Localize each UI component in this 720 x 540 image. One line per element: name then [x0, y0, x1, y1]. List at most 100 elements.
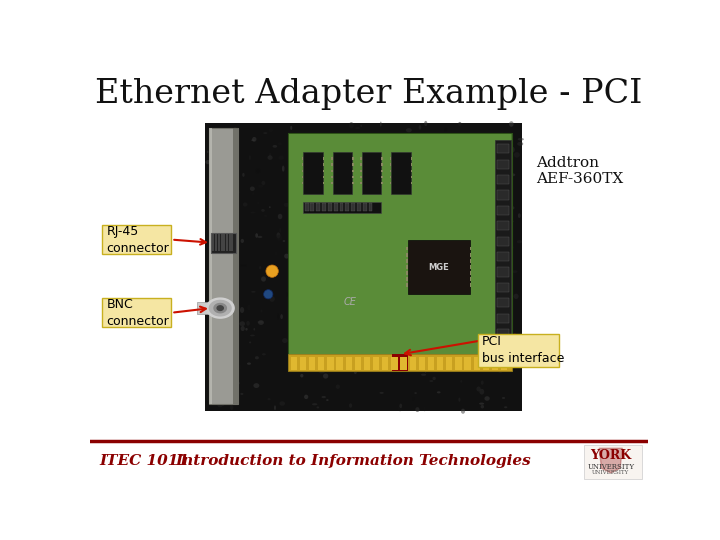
Ellipse shape [481, 350, 487, 355]
Ellipse shape [425, 219, 427, 222]
Ellipse shape [337, 221, 343, 224]
Ellipse shape [369, 344, 373, 346]
Ellipse shape [405, 235, 410, 239]
Ellipse shape [384, 340, 387, 346]
Bar [390, 182, 392, 184]
Ellipse shape [305, 344, 311, 348]
Bar [346, 356, 352, 370]
Bar [364, 356, 370, 370]
Ellipse shape [462, 329, 464, 331]
Bar [209, 128, 212, 403]
Ellipse shape [401, 158, 407, 163]
Ellipse shape [499, 319, 502, 324]
Ellipse shape [447, 166, 449, 171]
Bar [392, 152, 411, 194]
Bar [291, 356, 297, 370]
Ellipse shape [305, 332, 311, 335]
Ellipse shape [210, 199, 214, 201]
Bar [382, 164, 383, 166]
Bar [209, 128, 238, 403]
Ellipse shape [228, 330, 232, 335]
Ellipse shape [510, 344, 516, 348]
Ellipse shape [495, 221, 500, 225]
Ellipse shape [374, 364, 379, 367]
Ellipse shape [250, 186, 255, 191]
Bar [411, 164, 413, 166]
Ellipse shape [268, 398, 271, 400]
Bar [492, 356, 498, 370]
Ellipse shape [328, 307, 332, 314]
Ellipse shape [264, 289, 273, 299]
Ellipse shape [275, 251, 277, 255]
Ellipse shape [442, 220, 448, 226]
Bar [406, 271, 408, 275]
Ellipse shape [432, 202, 436, 205]
Ellipse shape [298, 187, 300, 193]
Ellipse shape [240, 326, 245, 331]
Bar [382, 157, 383, 159]
Ellipse shape [278, 142, 282, 145]
Ellipse shape [359, 258, 363, 261]
Ellipse shape [480, 249, 483, 253]
Ellipse shape [504, 164, 510, 168]
Polygon shape [599, 448, 622, 473]
Bar [303, 202, 381, 213]
Bar [501, 356, 508, 370]
Ellipse shape [428, 151, 431, 157]
Ellipse shape [261, 310, 262, 312]
Bar [469, 278, 472, 281]
Ellipse shape [361, 319, 364, 324]
Bar [469, 284, 472, 287]
Ellipse shape [251, 291, 256, 293]
Ellipse shape [227, 366, 231, 370]
Ellipse shape [491, 188, 495, 195]
Ellipse shape [367, 248, 371, 252]
Ellipse shape [258, 185, 264, 188]
Ellipse shape [478, 301, 480, 304]
Ellipse shape [361, 273, 362, 274]
Bar [361, 182, 362, 184]
Ellipse shape [252, 137, 256, 141]
Ellipse shape [274, 406, 276, 410]
Ellipse shape [369, 292, 371, 295]
Ellipse shape [247, 362, 251, 365]
Ellipse shape [436, 298, 439, 303]
Bar [373, 356, 379, 370]
Ellipse shape [320, 235, 323, 239]
Bar [215, 234, 217, 251]
Bar [497, 159, 509, 168]
Ellipse shape [259, 266, 261, 269]
Ellipse shape [256, 233, 258, 238]
Ellipse shape [448, 317, 451, 323]
Ellipse shape [464, 156, 465, 159]
Ellipse shape [222, 390, 225, 394]
Ellipse shape [310, 154, 316, 157]
Bar [351, 204, 355, 211]
Ellipse shape [456, 259, 459, 264]
Text: RJ-45
connector: RJ-45 connector [107, 225, 169, 254]
Ellipse shape [257, 202, 259, 204]
Ellipse shape [492, 288, 495, 294]
Ellipse shape [314, 342, 318, 346]
Ellipse shape [438, 190, 441, 193]
Ellipse shape [349, 139, 356, 141]
Ellipse shape [508, 220, 513, 222]
Ellipse shape [444, 128, 447, 132]
Ellipse shape [213, 209, 215, 214]
Ellipse shape [449, 309, 454, 315]
Ellipse shape [390, 234, 395, 238]
Bar [411, 176, 413, 178]
Ellipse shape [517, 240, 522, 243]
Ellipse shape [231, 386, 237, 389]
Ellipse shape [279, 228, 281, 233]
Ellipse shape [518, 138, 524, 140]
Ellipse shape [483, 309, 486, 312]
Ellipse shape [213, 132, 216, 134]
Ellipse shape [369, 140, 371, 144]
Ellipse shape [450, 313, 452, 314]
Ellipse shape [374, 346, 379, 350]
Ellipse shape [206, 313, 212, 315]
Ellipse shape [357, 353, 359, 357]
Bar [406, 253, 408, 256]
Text: ITEC 1011: ITEC 1011 [99, 454, 189, 468]
